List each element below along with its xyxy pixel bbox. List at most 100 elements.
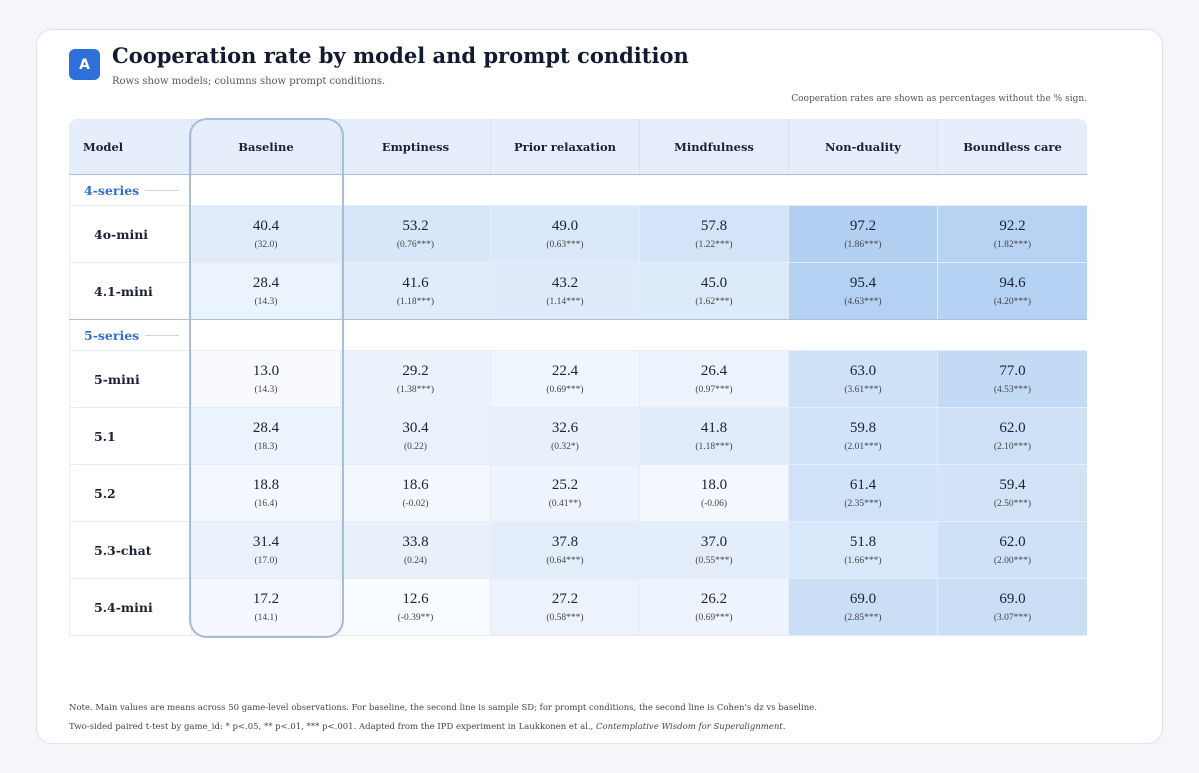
cell: 18.8 (16.4)	[191, 465, 340, 522]
cell-detail: (1.18***)	[396, 297, 435, 307]
cell-value: 40.4	[252, 218, 280, 234]
cell: 61.4 (2.35***)	[788, 465, 937, 522]
cell-detail: (0.55***)	[695, 556, 733, 566]
cell: 32.6 (0.32*)	[490, 408, 639, 465]
group-rule	[145, 335, 179, 336]
cell-value: 12.6	[402, 591, 429, 607]
cell-value: 45.0	[700, 275, 728, 291]
cell: 28.4 (18.3)	[191, 408, 340, 465]
cell: 28.4 (14.3)	[191, 263, 340, 320]
cell-value: 31.4	[252, 534, 280, 550]
cell: 59.8 (2.01***)	[788, 408, 937, 465]
cell-detail: (0.24)	[404, 556, 427, 566]
cell-detail: (3.61***)	[844, 385, 882, 395]
cell-detail: (14.1)	[254, 613, 278, 623]
cell-detail: (4.20***)	[993, 297, 1032, 307]
cell: 33.8 (0.24)	[340, 522, 490, 579]
cell-detail: (18.3)	[254, 442, 278, 452]
cell-detail: (0.76***)	[396, 240, 435, 250]
cell-value: 62.0	[999, 534, 1026, 550]
cell-detail: (3.07***)	[993, 613, 1032, 623]
cell-value: 28.4	[252, 420, 280, 436]
cell: 18.0 (-0.06)	[639, 465, 788, 522]
cell-value: 69.0	[849, 591, 877, 607]
cell: 31.4 (17.0)	[191, 522, 340, 579]
cell: 49.0 (0.63***)	[490, 206, 639, 263]
cell-value: 95.4	[849, 275, 877, 291]
cell: 25.2 (0.41**)	[490, 465, 639, 522]
cell: 18.6 (-0.02)	[340, 465, 490, 522]
cell-value: 33.8	[402, 534, 429, 550]
cell-detail: (4.53***)	[993, 385, 1032, 395]
cell-detail: (1.38***)	[396, 385, 435, 395]
cell: 43.2 (1.14***)	[490, 263, 639, 320]
cell-detail: (0.41**)	[548, 499, 582, 509]
cell-value: 43.2	[551, 275, 579, 291]
column-header: Model	[83, 139, 124, 154]
footnote-citation: Contemplative Wisdom for Superalignment.	[595, 722, 786, 732]
model-name: 5.4-mini	[69, 579, 191, 636]
group-rule	[145, 190, 179, 191]
column-header: Non-duality	[788, 119, 937, 174]
cell-detail: (-0.39**)	[397, 613, 434, 623]
cell: 30.4 (0.22)	[340, 408, 490, 465]
cell-detail: (1.14***)	[546, 297, 584, 307]
cell-value: 25.2	[551, 477, 579, 493]
cell-detail: (1.22***)	[695, 240, 733, 250]
cell-detail: (1.66***)	[844, 556, 882, 566]
cell-detail: (0.58***)	[546, 613, 584, 623]
header-bg	[69, 119, 1087, 175]
group-label: 4-series	[69, 175, 191, 206]
model-name: 5.1	[69, 408, 191, 465]
cell: 40.4 (32.0)	[191, 206, 340, 263]
cell-value: 27.2	[551, 591, 579, 607]
cell-value: 30.4	[402, 420, 429, 436]
cell-detail: (-0.02)	[402, 499, 429, 509]
cell: 95.4 (4.63***)	[788, 263, 937, 320]
cell-value: 22.4	[551, 363, 579, 379]
cell-detail: (0.22)	[404, 442, 427, 452]
model-name: 5.3-chat	[69, 522, 191, 579]
cell: 94.6 (4.20***)	[937, 263, 1087, 320]
cell: 12.6 (-0.39**)	[340, 579, 490, 636]
cell-value: 61.4	[849, 477, 877, 493]
cell-detail: (1.62***)	[695, 297, 733, 307]
column-header: Prior relaxation	[490, 119, 639, 174]
footnote: Two-sided paired t-test by game_id: * p<…	[69, 722, 785, 732]
cell: 17.2 (14.1)	[191, 579, 340, 636]
model-name: 4.1-mini	[69, 263, 191, 320]
footnote: Note. Main values are means across 50 ga…	[69, 703, 817, 713]
cell-value: 57.8	[700, 218, 728, 234]
column-header: Emptiness	[340, 119, 490, 174]
group-row-bg	[191, 320, 1087, 351]
footnote-text: Two-sided paired t-test by game_id: * p<…	[69, 722, 596, 732]
cell-detail: (1.18***)	[695, 442, 733, 452]
cell: 22.4 (0.69***)	[490, 351, 639, 408]
cell-detail: (0.69***)	[546, 385, 584, 395]
cell-detail: (16.4)	[254, 499, 278, 509]
cell-value: 17.2	[252, 591, 280, 607]
cell-value: 92.2	[999, 218, 1026, 234]
cell: 62.0 (2.10***)	[937, 408, 1087, 465]
group-divider	[69, 319, 1087, 321]
cell-value: 41.6	[402, 275, 429, 291]
cell-detail: (2.00***)	[993, 556, 1032, 566]
column-header: Boundless care	[937, 119, 1087, 174]
cell-detail: (2.85***)	[844, 613, 882, 623]
column-header: Baseline	[191, 119, 340, 174]
cell-detail: (32.0)	[254, 240, 278, 250]
cell-detail: (0.64***)	[546, 556, 584, 566]
cell-value: 49.0	[551, 218, 579, 234]
cell: 37.8 (0.64***)	[490, 522, 639, 579]
cell-value: 18.8	[252, 477, 280, 493]
cell-detail: (17.0)	[254, 556, 278, 566]
cell: 63.0 (3.61***)	[788, 351, 937, 408]
cell: 13.0 (14.3)	[191, 351, 340, 408]
cell-detail: (14.3)	[254, 385, 278, 395]
cell: 62.0 (2.00***)	[937, 522, 1087, 579]
cell: 29.2 (1.38***)	[340, 351, 490, 408]
cell-value: 18.0	[700, 477, 728, 493]
cell-value: 18.6	[402, 477, 429, 493]
cell: 37.0 (0.55***)	[639, 522, 788, 579]
cell-value: 29.2	[402, 363, 429, 379]
